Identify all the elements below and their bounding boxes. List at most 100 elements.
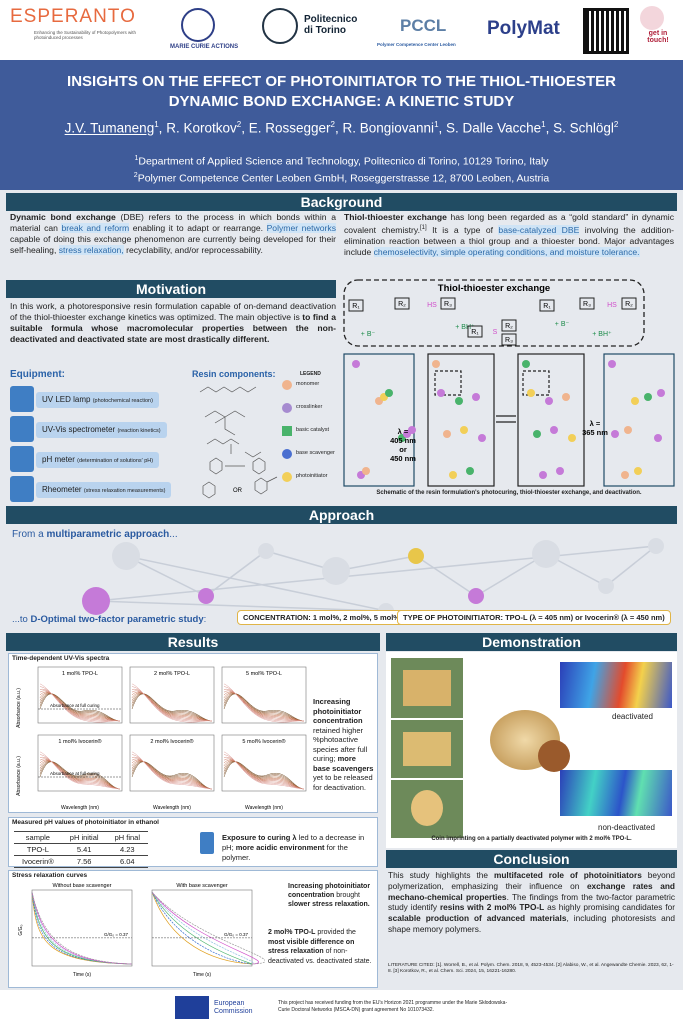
heatmap <box>560 770 672 816</box>
network-node <box>648 538 664 554</box>
bh-label: + BH⁺ <box>455 324 475 331</box>
sr-curve <box>31 891 133 965</box>
wavelength: or <box>399 445 407 454</box>
uv-curve <box>223 692 305 722</box>
uv-curve <box>223 758 305 790</box>
sr-curve <box>151 891 253 965</box>
scheme-particle <box>624 426 632 434</box>
sr-curve <box>31 891 133 965</box>
equipment-name: Rheometer <box>42 485 82 494</box>
scheme-particle <box>522 360 530 368</box>
ph-header: pH final <box>106 831 148 844</box>
network-node <box>198 588 214 604</box>
author-separator: , <box>545 120 550 136</box>
sr-text: Increasing photoinitiator concentration … <box>288 882 376 909</box>
author-separator: , <box>438 120 443 136</box>
footer: European Commission This project has rece… <box>0 990 683 1024</box>
text-run: Increasing photoinitiator concentration <box>313 697 363 725</box>
author-separator: , <box>158 120 163 136</box>
uv-ylabel: Absorbance (a.u.) <box>16 688 22 728</box>
network-node <box>322 557 350 585</box>
wavelength: λ = <box>398 427 409 436</box>
uv-axes <box>129 734 215 792</box>
text-run: capable of doing this exchange phenomeno… <box>10 234 336 255</box>
scheme-particle <box>466 467 474 475</box>
uv-curve <box>39 683 121 723</box>
pccl-logo: PCCL <box>400 16 447 35</box>
network-graphic <box>82 538 664 619</box>
ph-cell: 4.23 <box>106 843 148 856</box>
pccl-tagline: Polymer Competence Center Leoben <box>377 42 456 47</box>
equipment-icon <box>10 386 34 412</box>
text-run: most visible difference on stress relaxa… <box>268 938 355 956</box>
uv-curve <box>39 692 121 722</box>
demo-label: non-deactivated <box>598 823 655 832</box>
network-node <box>532 540 560 568</box>
scheme-particle <box>611 430 619 438</box>
eu-label: European Commission <box>214 1000 253 1016</box>
uv-curve <box>131 760 213 790</box>
r-label: R₃ <box>505 337 513 344</box>
references: LITERATURE CITED: [1]. Worrell, B., et a… <box>388 963 674 974</box>
text-run: In this work, a photoresponsive resin fo… <box>10 301 336 322</box>
scheme-particle <box>657 389 665 397</box>
scheme-particle <box>527 389 535 397</box>
bh-label: + BH⁺ <box>592 331 612 338</box>
legend-icon <box>282 380 292 390</box>
uv-curve <box>131 761 213 790</box>
r-label: R₁ <box>543 303 551 310</box>
r-label: R₂ <box>625 301 633 308</box>
ph-header-row: sample pH initial pH final <box>14 831 148 844</box>
eu-text: European <box>214 1000 245 1007</box>
sr-panel <box>8 870 378 988</box>
scheme-particle <box>478 434 486 442</box>
section-heading: Results <box>6 633 380 651</box>
sr-curve <box>31 891 133 965</box>
heatmap <box>560 662 672 708</box>
approach-to: ...to D-Optimal two-factor parametric st… <box>12 614 206 625</box>
r-label: R₁ <box>352 303 360 310</box>
text-run: Increasing photoinitiator concentration <box>288 883 371 899</box>
contact-icon <box>640 6 664 30</box>
sr-curve <box>31 891 133 965</box>
factor-box: CONCENTRATION: 1 mol%, 2 mol%, 5 mol% <box>237 610 406 625</box>
scheme-particle <box>455 397 463 405</box>
sr-curve <box>151 891 253 965</box>
eu-text: Commission <box>214 1008 253 1015</box>
uv-axes <box>37 666 123 724</box>
background-right: Thiol-thioester exchange has long been r… <box>344 212 674 258</box>
scheme-particle <box>408 426 416 434</box>
sample-photo <box>391 780 463 838</box>
title-band: INSIGHTS ON THE EFFECT OF PHOTOINITIATOR… <box>0 60 683 190</box>
text-run: base-catalyzed DBE <box>498 224 580 235</box>
text-run: Thiol-thioester exchange <box>344 212 447 222</box>
network-node <box>82 587 110 615</box>
qr-code[interactable] <box>583 8 629 54</box>
text-run: yet to be released for deactivation. <box>313 773 373 792</box>
text-run: (DBE) refers to the process in which bon… <box>10 212 336 233</box>
polymat-logo: PolyMat <box>487 18 560 39</box>
text-run: [1] <box>419 225 427 231</box>
uv-curve <box>223 693 305 722</box>
text-run: has long been regarded as a “gold standa… <box>344 212 674 235</box>
sr-ref-label: G/G₀ = 0.37 <box>224 932 249 937</box>
equipment-item: UV LED lamp (photochemical reaction) <box>36 392 159 408</box>
scheme-particle <box>432 360 440 368</box>
equipment-icon <box>10 416 34 442</box>
scheme-particle <box>533 430 541 438</box>
full-curing-label: Absorbance at full curing <box>50 771 100 776</box>
text-run: resins with 2 mol% TPO-L <box>439 902 545 913</box>
section-heading: Conclusion <box>386 850 677 868</box>
ph-header: pH initial <box>61 831 107 844</box>
hs-label: HS <box>427 302 437 309</box>
network-edge <box>415 555 477 597</box>
logo-bar: ESPERANTO Enhancing the Sustainability o… <box>0 0 683 60</box>
legend-label: crosslinker <box>296 404 323 410</box>
network-edge <box>95 545 657 602</box>
section-heading: Demonstration <box>386 633 677 651</box>
ph-row: TPO-L 5.41 4.23 <box>14 843 148 856</box>
affiliation-number: 2 <box>133 171 138 179</box>
uv-curve <box>223 693 305 722</box>
ph-row: Ivocerin® 7.56 6.04 <box>14 855 148 868</box>
